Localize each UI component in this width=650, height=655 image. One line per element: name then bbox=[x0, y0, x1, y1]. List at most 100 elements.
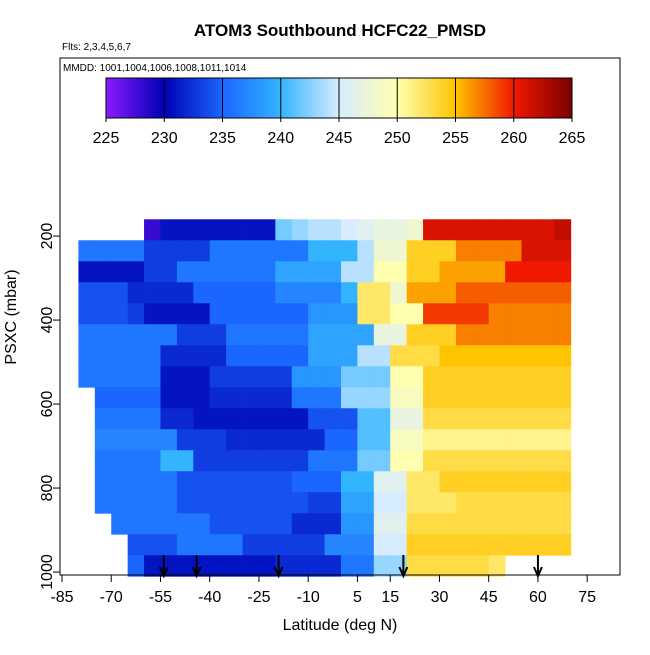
heat-cell bbox=[324, 450, 342, 472]
heat-cell bbox=[209, 471, 227, 493]
heat-cell bbox=[275, 492, 293, 514]
heat-cell bbox=[505, 345, 522, 367]
heat-cell bbox=[390, 429, 408, 451]
heat-cell bbox=[406, 534, 424, 556]
heat-cell bbox=[291, 345, 309, 367]
heat-cell bbox=[176, 513, 194, 535]
heat-cell bbox=[423, 450, 440, 472]
heat-cell bbox=[455, 513, 473, 535]
heat-cell bbox=[472, 366, 490, 388]
heat-cell bbox=[472, 555, 490, 577]
heat-cell bbox=[521, 513, 539, 535]
heat-cell bbox=[242, 303, 260, 325]
heat-cell bbox=[505, 492, 522, 514]
heat-cell bbox=[455, 261, 473, 283]
heat-cell bbox=[357, 387, 375, 409]
heat-cell bbox=[488, 513, 506, 535]
x-tick-label: -55 bbox=[149, 589, 172, 606]
heat-cell bbox=[472, 387, 490, 409]
overlay: 225 230 235 240 245 250 255 260 265 -85 -70 -55 -40 -… bbox=[39, 77, 620, 606]
heat-cell bbox=[324, 429, 342, 451]
heat-cell bbox=[94, 429, 112, 451]
colorbar-tick-label: 250 bbox=[384, 130, 411, 147]
heat-cell bbox=[455, 282, 473, 304]
heat-cell bbox=[242, 555, 260, 577]
heat-cell bbox=[455, 324, 473, 346]
heat-cell bbox=[209, 261, 227, 283]
heat-cell bbox=[226, 387, 243, 409]
heat-cell bbox=[488, 387, 506, 409]
annotation: MMDD: 1001,1004,1006,1008,1011,1014 bbox=[63, 63, 247, 74]
heat-cell bbox=[78, 240, 96, 262]
x-tick-label: 15 bbox=[381, 589, 399, 606]
heat-cell bbox=[111, 261, 129, 283]
heat-cell bbox=[275, 345, 293, 367]
heat-cell bbox=[406, 450, 424, 472]
heat-cell bbox=[341, 303, 358, 325]
heat-cell bbox=[505, 261, 522, 283]
heat-cell bbox=[406, 555, 424, 577]
heat-cell bbox=[439, 345, 457, 367]
heat-cell bbox=[324, 366, 342, 388]
heat-cell bbox=[209, 366, 227, 388]
heat-cell bbox=[472, 240, 490, 262]
heat-cell bbox=[144, 555, 161, 577]
heat-cell bbox=[209, 282, 227, 304]
heat-cell bbox=[193, 324, 211, 346]
heat-cell bbox=[554, 387, 572, 409]
heat-cell bbox=[472, 282, 490, 304]
colorbar-tick-label: 240 bbox=[267, 130, 294, 147]
heat-cell bbox=[488, 450, 506, 472]
heat-cell bbox=[373, 282, 391, 304]
heat-cell bbox=[160, 261, 178, 283]
heat-cell bbox=[78, 345, 96, 367]
heat-cell bbox=[390, 513, 408, 535]
heat-cell bbox=[357, 303, 375, 325]
heat-cell bbox=[226, 282, 243, 304]
heat-cell bbox=[226, 450, 243, 472]
heat-cell bbox=[78, 303, 96, 325]
heat-cell bbox=[521, 471, 539, 493]
heat-cell bbox=[176, 324, 194, 346]
heat-cell bbox=[160, 282, 178, 304]
heat-cell bbox=[291, 240, 309, 262]
heat-cell bbox=[423, 345, 440, 367]
heat-cell bbox=[341, 450, 358, 472]
heat-cell bbox=[423, 492, 440, 514]
heat-cell bbox=[406, 219, 424, 241]
heat-cell bbox=[193, 345, 211, 367]
heat-cell bbox=[242, 366, 260, 388]
heat-cell bbox=[423, 240, 440, 262]
heat-cell bbox=[242, 450, 260, 472]
heat-cell bbox=[209, 450, 227, 472]
heat-cell bbox=[160, 324, 178, 346]
heat-cell bbox=[406, 471, 424, 493]
heat-cell bbox=[291, 555, 309, 577]
heat-cell bbox=[505, 534, 522, 556]
heat-cell bbox=[111, 324, 129, 346]
heat-cell bbox=[537, 219, 555, 241]
heat-cell bbox=[390, 261, 408, 283]
heat-cell bbox=[390, 282, 408, 304]
heat-cell bbox=[373, 471, 391, 493]
heat-cell bbox=[423, 366, 440, 388]
heat-cell bbox=[390, 240, 408, 262]
heat-cell bbox=[521, 387, 539, 409]
heat-cell bbox=[455, 366, 473, 388]
heat-cell bbox=[176, 345, 194, 367]
heat-cell bbox=[94, 366, 112, 388]
heat-cell bbox=[554, 366, 572, 388]
heat-cell bbox=[291, 219, 309, 241]
heat-cell bbox=[160, 534, 178, 556]
heat-cell bbox=[505, 240, 522, 262]
heat-cell bbox=[324, 324, 342, 346]
heat-cell bbox=[488, 219, 506, 241]
heat-cell bbox=[341, 261, 358, 283]
heat-cell bbox=[472, 261, 490, 283]
heat-cell bbox=[406, 303, 424, 325]
heat-cell bbox=[275, 408, 293, 430]
x-tick-label: 45 bbox=[480, 589, 498, 606]
arrow-head bbox=[398, 566, 409, 579]
heat-cell bbox=[373, 366, 391, 388]
